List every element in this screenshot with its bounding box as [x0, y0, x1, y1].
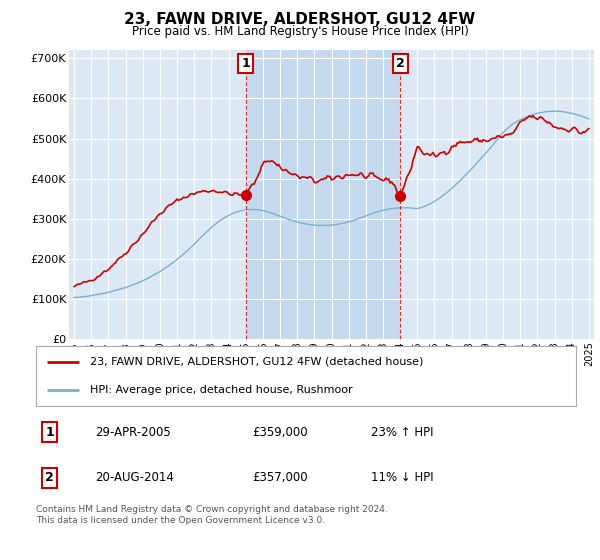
- Text: 2: 2: [396, 57, 404, 70]
- Text: Price paid vs. HM Land Registry's House Price Index (HPI): Price paid vs. HM Land Registry's House …: [131, 25, 469, 38]
- Text: £357,000: £357,000: [252, 471, 308, 484]
- Text: 23, FAWN DRIVE, ALDERSHOT, GU12 4FW: 23, FAWN DRIVE, ALDERSHOT, GU12 4FW: [124, 12, 476, 27]
- Text: 29-APR-2005: 29-APR-2005: [95, 426, 171, 438]
- Text: £359,000: £359,000: [252, 426, 308, 438]
- Text: 1: 1: [45, 426, 54, 438]
- Text: 20-AUG-2014: 20-AUG-2014: [95, 471, 174, 484]
- Text: 23% ↑ HPI: 23% ↑ HPI: [371, 426, 433, 438]
- Text: Contains HM Land Registry data © Crown copyright and database right 2024.
This d: Contains HM Land Registry data © Crown c…: [36, 505, 388, 525]
- Text: 23, FAWN DRIVE, ALDERSHOT, GU12 4FW (detached house): 23, FAWN DRIVE, ALDERSHOT, GU12 4FW (det…: [90, 357, 424, 367]
- Text: HPI: Average price, detached house, Rushmoor: HPI: Average price, detached house, Rush…: [90, 385, 353, 395]
- Text: 1: 1: [241, 57, 250, 70]
- Text: 2: 2: [45, 471, 54, 484]
- Bar: [246, 50, 400, 339]
- Text: 11% ↓ HPI: 11% ↓ HPI: [371, 471, 433, 484]
